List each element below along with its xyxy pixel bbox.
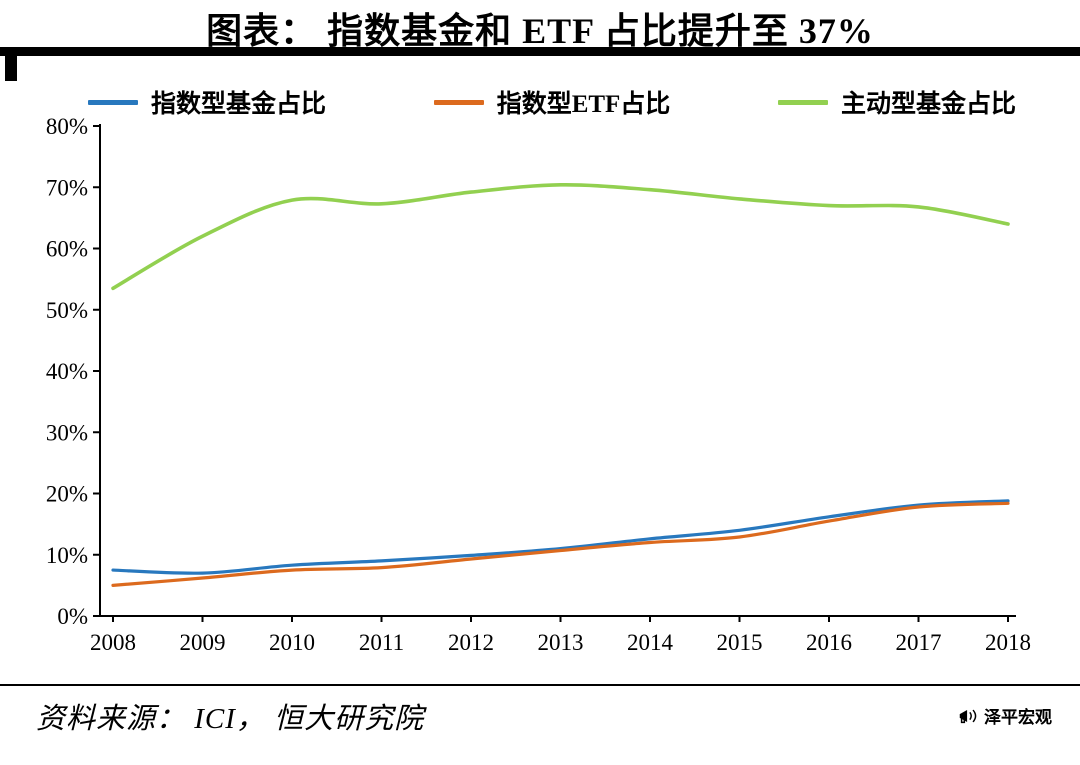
x-tick-label: 2017 xyxy=(896,630,942,655)
y-tick-label: 20% xyxy=(46,482,88,507)
x-tick-label: 2018 xyxy=(985,630,1031,655)
legend-swatch-1 xyxy=(433,99,484,105)
legend-swatch-2 xyxy=(777,99,828,105)
source-note: 资料来源： ICI， 恒大研究院 xyxy=(36,703,425,735)
legend-label-0: 指数型基金占比 xyxy=(151,91,327,118)
legend-label-2: 主动型基金占比 xyxy=(840,91,1016,118)
brand-name: 泽平宏观 xyxy=(984,708,1052,727)
x-tick-label: 2008 xyxy=(90,630,136,655)
line-chart: 0% 10% 20% 30% 40% 50% 60% 70% 80% 2008 2009 2010 20… xyxy=(46,116,1031,655)
x-tick-label: 2013 xyxy=(538,630,584,655)
series-line-2 xyxy=(111,182,1010,291)
series-line-1 xyxy=(111,501,1010,587)
y-tick-label: 10% xyxy=(46,543,88,568)
megaphone-icon xyxy=(957,705,979,727)
legend-item-2: 主动型基金占比 xyxy=(777,84,1016,120)
brand-watermark: 泽平宏观 xyxy=(957,703,1052,728)
legend-item-0: 指数型基金占比 xyxy=(88,84,326,120)
x-tick-label: 2012 xyxy=(448,630,494,655)
x-tick-label: 2010 xyxy=(269,630,315,655)
x-tick-label: 2009 xyxy=(180,630,226,655)
y-tick-label: 40% xyxy=(46,359,88,384)
title-divider-bar xyxy=(0,47,1080,56)
legend-item-1: 指数型ETF占比 xyxy=(433,84,671,120)
x-tick-label: 2016 xyxy=(806,630,852,655)
y-tick-label: 80% xyxy=(46,116,88,139)
y-tick-label: 60% xyxy=(46,237,88,262)
x-tick-label: 2015 xyxy=(717,630,763,655)
y-tick-label: 70% xyxy=(46,175,88,200)
title-divider-left-block xyxy=(5,47,17,81)
footer-divider xyxy=(0,684,1080,686)
chart-title: 图表： 指数基金和 ETF 占比提升至 37% xyxy=(206,11,874,51)
y-tick-label: 0% xyxy=(57,604,88,629)
y-tick-label: 50% xyxy=(46,298,88,323)
x-tick-label: 2014 xyxy=(627,630,674,655)
y-tick-label: 30% xyxy=(46,420,88,445)
legend-label-1: 指数型ETF占比 xyxy=(496,91,671,118)
legend-swatch-0 xyxy=(88,99,138,105)
legend: 指数型基金占比 指数型ETF占比 主动型基金占比 xyxy=(88,84,1016,120)
x-tick-label: 2011 xyxy=(359,630,404,655)
series-line-0 xyxy=(111,499,1010,575)
